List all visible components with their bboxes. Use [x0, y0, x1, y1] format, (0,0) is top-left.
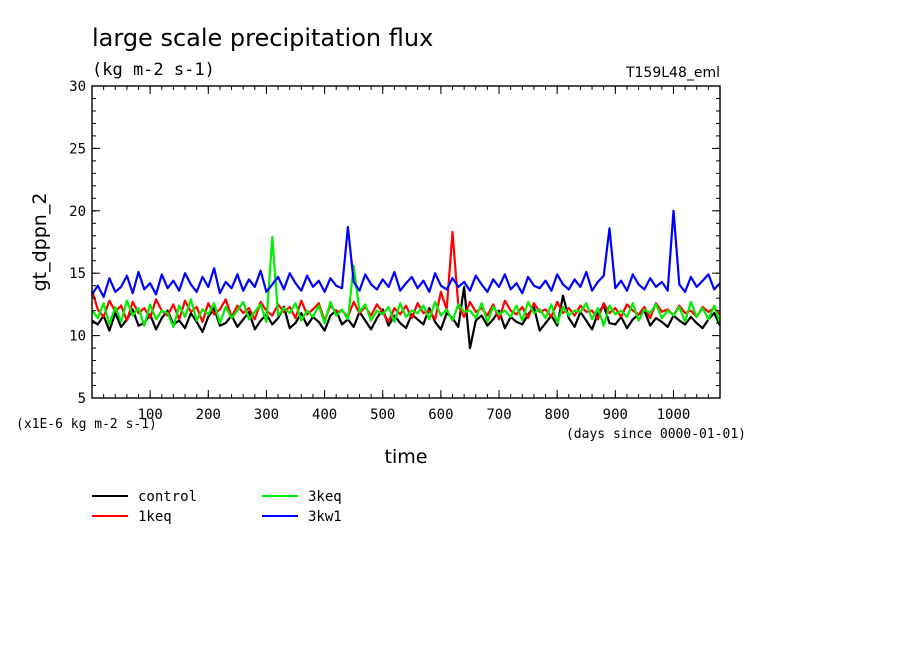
x-tick-label: 1000 — [657, 407, 691, 423]
chart-subtitle: (kg m-2 s-1) — [92, 60, 215, 80]
x-tick-label: 800 — [545, 407, 570, 423]
x-tick-label: 500 — [370, 407, 395, 423]
legend-label-3kw1: 3kw1 — [308, 509, 342, 525]
x-tick-label: 700 — [486, 407, 511, 423]
y-tick-label: 5 — [78, 391, 86, 407]
x-tick-label: 400 — [312, 407, 337, 423]
x-tick-label: 200 — [196, 407, 221, 423]
x-axis-label: time — [385, 446, 428, 468]
series-line-3kw1 — [91, 209, 721, 298]
x-tick-label: 300 — [254, 407, 279, 423]
legend-label-control: control — [138, 489, 197, 505]
y-tick-label: 30 — [69, 79, 86, 95]
plot-frame — [91, 85, 721, 399]
ticks-layer: 100 200 300 400 500 600 700 800 900 1000 5 10 15 20 25… — [69, 79, 720, 423]
series-line-1keq — [90, 230, 721, 323]
series-layer — [90, 209, 722, 350]
legend: control 1keq 3keq 3kw1 — [92, 489, 342, 525]
legend-label-3keq: 3keq — [308, 489, 342, 505]
series-line-control — [91, 285, 721, 350]
chart-title: large scale precipitation flux — [92, 24, 433, 52]
y-tick-label: 25 — [69, 141, 86, 157]
x-unit-label: (days since 0000-01-01) — [566, 427, 746, 442]
x-tick-label: 600 — [428, 407, 453, 423]
y-tick-label: 20 — [69, 204, 86, 220]
y-unit-label: (x1E-6 kg m-2 s-1) — [16, 417, 157, 432]
experiment-tag: T159L48_eml — [625, 65, 720, 81]
y-tick-label: 15 — [69, 266, 86, 282]
legend-label-1keq: 1keq — [138, 509, 172, 525]
series-line-3keq — [91, 235, 722, 328]
y-tick-label: 10 — [69, 329, 86, 345]
x-tick-label: 900 — [603, 407, 628, 423]
x-tick-label: 100 — [137, 407, 162, 423]
y-axis-label: gt_dppn_2 — [29, 193, 51, 292]
